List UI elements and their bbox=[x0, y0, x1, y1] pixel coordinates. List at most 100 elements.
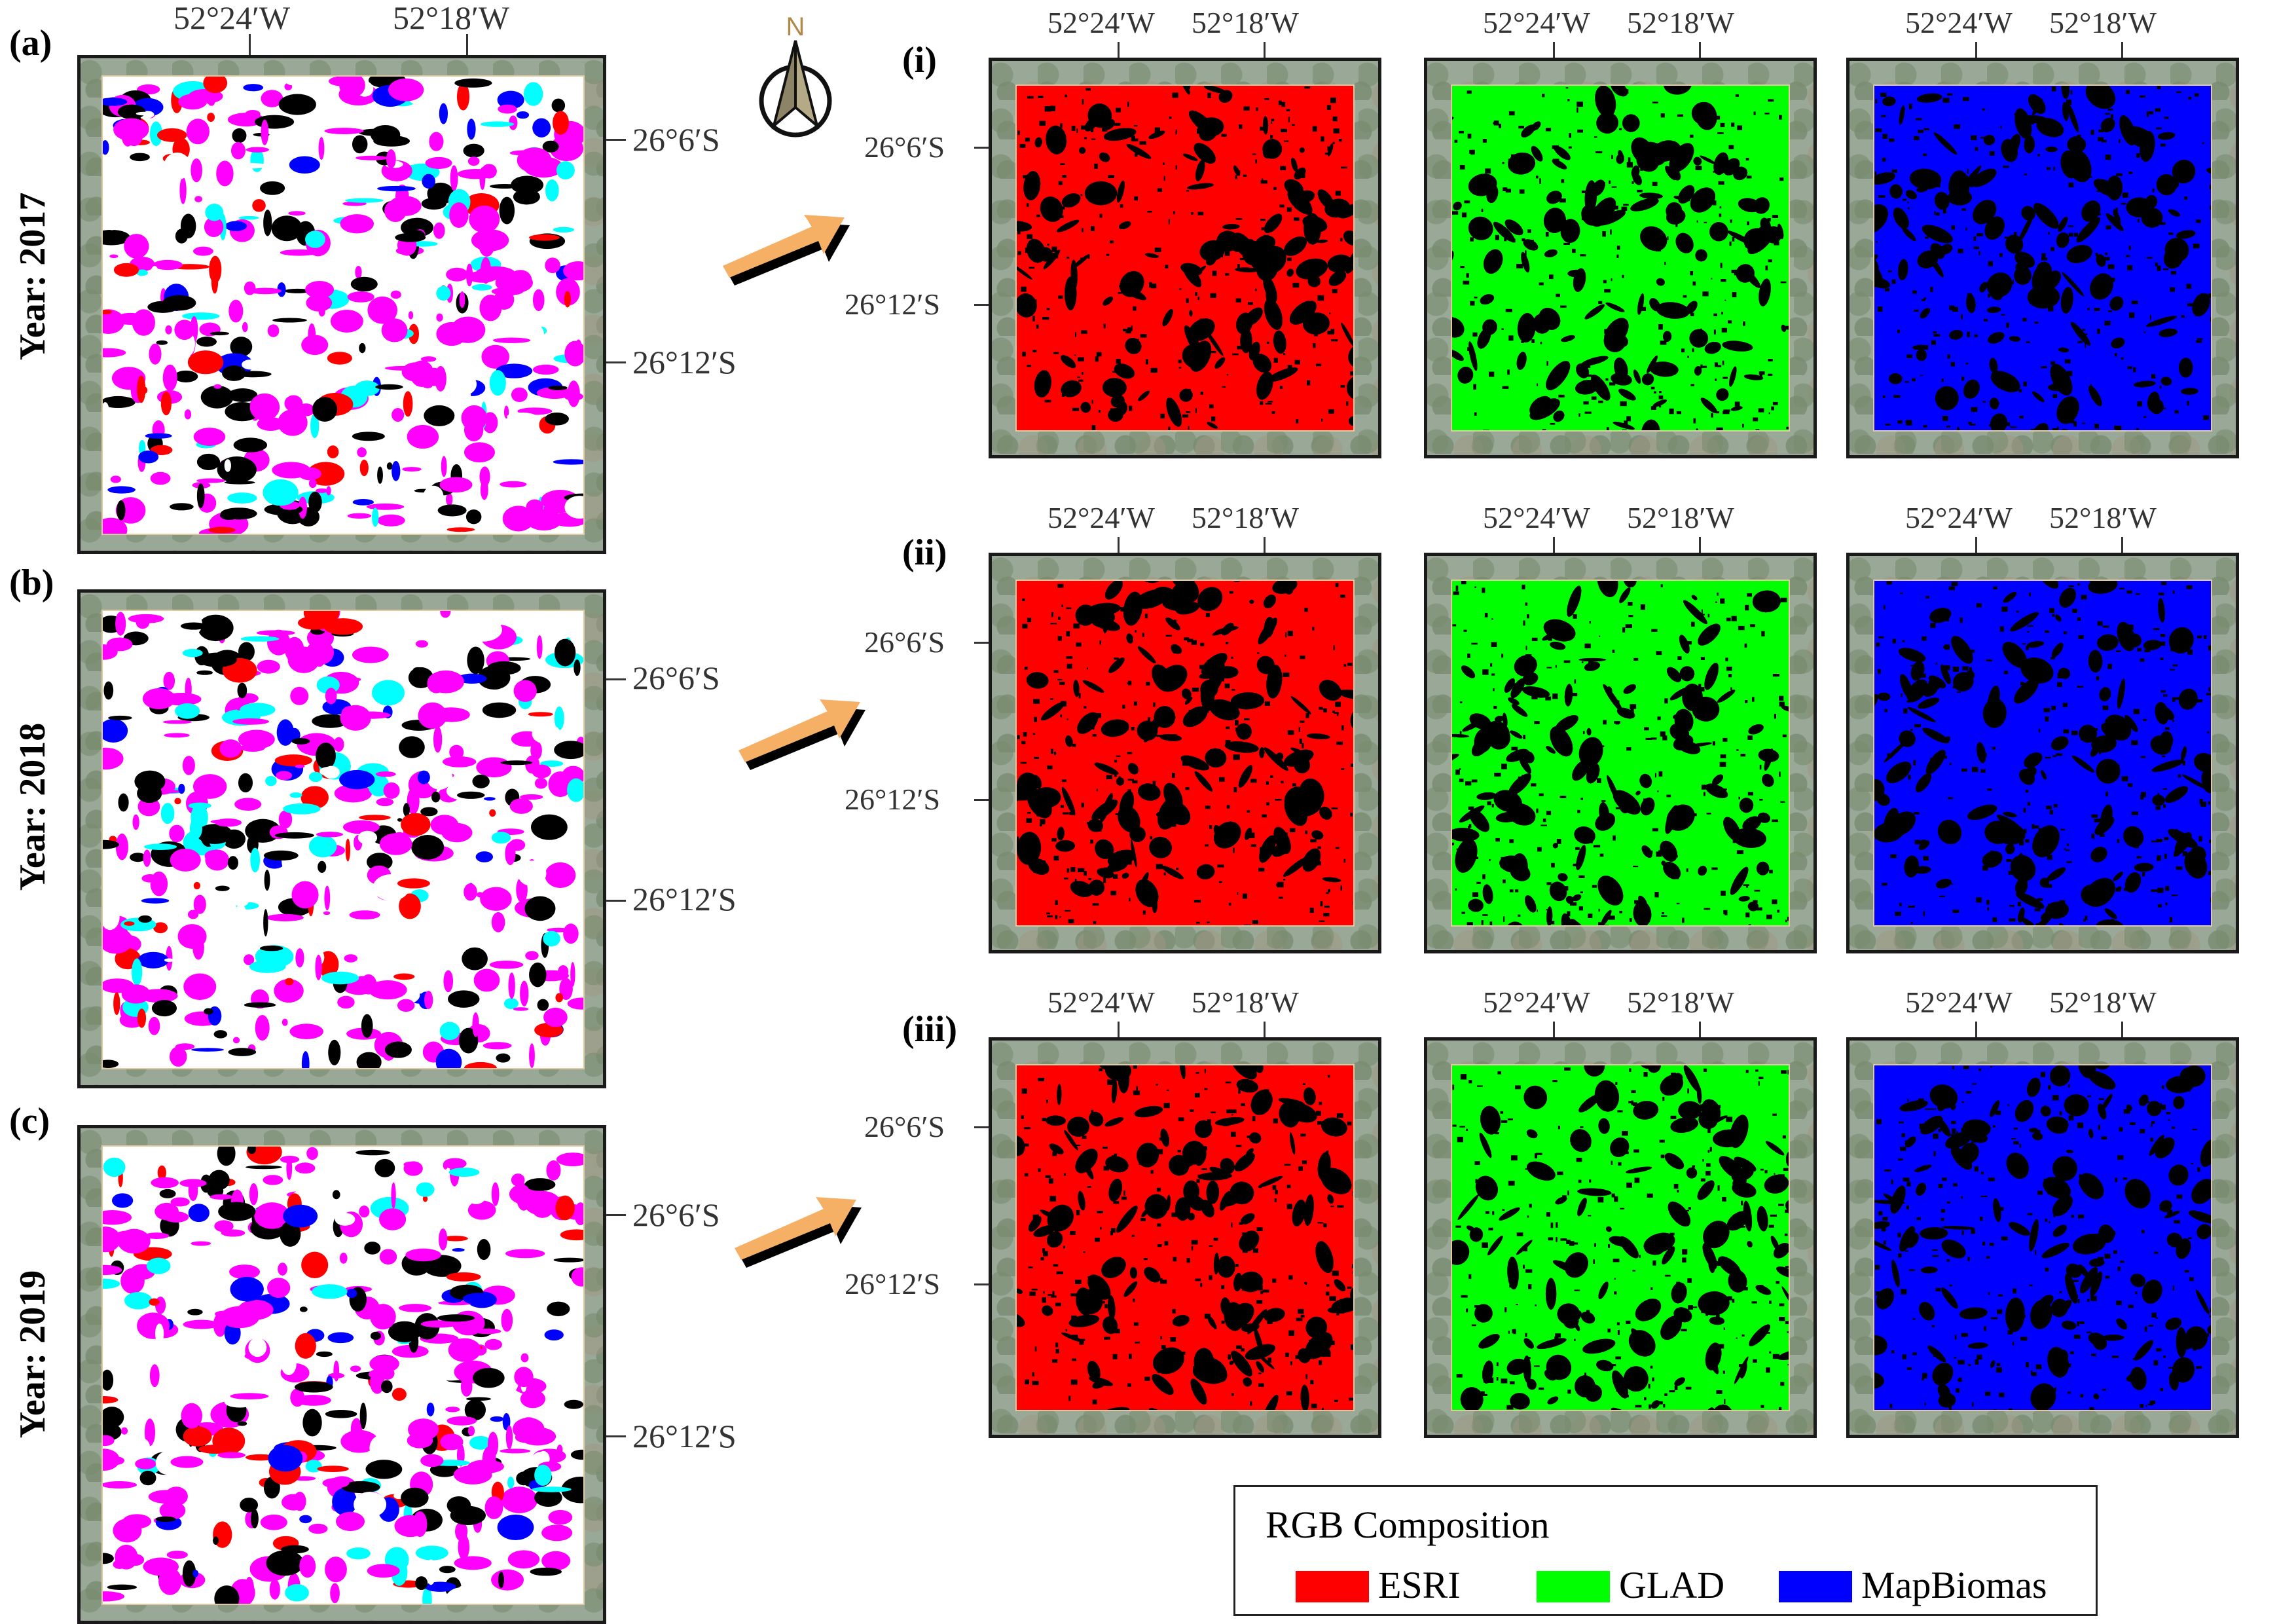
tick bbox=[1699, 1022, 1701, 1037]
esri-map-frame-2019 bbox=[989, 1037, 1381, 1438]
lon-label-52-24: 52°24′W bbox=[1905, 986, 2013, 1019]
tick bbox=[2121, 1022, 2123, 1037]
flow-arrow-icon bbox=[731, 1179, 875, 1270]
glad-map-frame-2018 bbox=[1424, 553, 1817, 953]
tick bbox=[1975, 1022, 1977, 1037]
legend: RGB Composition ESRI GLAD MapBiomas bbox=[1233, 1485, 2098, 1616]
glad-map-2018 bbox=[1451, 580, 1790, 927]
esri-map-frame-2017 bbox=[989, 58, 1381, 458]
tick bbox=[1118, 537, 1120, 553]
lat-label-26-6: 26°6′S bbox=[864, 625, 945, 659]
lon-label-52-18: 52°18′W bbox=[1627, 6, 1734, 39]
glad-map-2017 bbox=[1451, 84, 1790, 432]
north-label: N bbox=[786, 12, 805, 41]
lat-label-26-12: 26°12′S bbox=[845, 1267, 941, 1301]
lon-label-52-18: 52°18′W bbox=[1192, 6, 1299, 39]
legend-swatch-mapbiomas bbox=[1779, 1571, 1852, 1602]
tick bbox=[1553, 42, 1555, 58]
legend-title: RGB Composition bbox=[1266, 1504, 1550, 1546]
glad-map-2019 bbox=[1451, 1064, 1790, 1411]
lat-label-26-12-b: 26°12′S bbox=[632, 881, 737, 917]
tick bbox=[466, 34, 468, 55]
tick bbox=[606, 900, 626, 902]
lat-label-26-6-a: 26°6′S bbox=[632, 121, 720, 158]
lon-label-52-18: 52°18′W bbox=[1627, 501, 1734, 534]
flow-arrow-icon bbox=[719, 196, 863, 288]
lon-label-52-18: 52°18′W bbox=[2049, 6, 2157, 39]
tick bbox=[1264, 1022, 1266, 1037]
tick bbox=[1553, 1022, 1555, 1037]
lon-label-52-24: 52°24′W bbox=[1905, 501, 2013, 534]
tick bbox=[974, 147, 989, 149]
lon-label-52-24: 52°24′W bbox=[1483, 6, 1590, 39]
lon-label-52-18: 52°18′W bbox=[2049, 501, 2157, 534]
esri-map-2017 bbox=[1015, 84, 1355, 432]
lon-label-52-18: 52°18′W bbox=[1192, 986, 1299, 1019]
panel-label-a: (a) bbox=[9, 23, 52, 64]
glad-map-frame-2019 bbox=[1424, 1037, 1817, 1438]
esri-map-frame-2018 bbox=[989, 553, 1381, 953]
tick bbox=[1118, 42, 1120, 58]
composite-map-2018 bbox=[101, 610, 585, 1069]
tick bbox=[606, 678, 626, 680]
lon-label-52-24: 52°24′W bbox=[1483, 986, 1590, 1019]
tick bbox=[1975, 537, 1977, 553]
panel-label-b: (b) bbox=[9, 563, 54, 603]
tick bbox=[974, 304, 989, 306]
year-label-2017: Year: 2017 bbox=[12, 192, 53, 361]
lon-label-52-24: 52°24′W bbox=[1905, 6, 2013, 39]
legend-label-glad: GLAD bbox=[1619, 1564, 1725, 1606]
tick bbox=[974, 799, 989, 801]
lat-label-26-6-b: 26°6′S bbox=[632, 659, 720, 696]
tick bbox=[249, 34, 251, 55]
tick bbox=[1264, 537, 1266, 553]
tick bbox=[606, 361, 626, 363]
composite-map-frame-2019 bbox=[77, 1125, 606, 1624]
lat-label-26-6: 26°6′S bbox=[864, 1110, 945, 1143]
lon-label-52-18-a: 52°18′W bbox=[393, 0, 510, 36]
lat-label-26-12-a: 26°12′S bbox=[632, 344, 737, 380]
tick bbox=[2121, 42, 2123, 58]
composite-map-2017 bbox=[101, 75, 585, 535]
lon-label-52-18: 52°18′W bbox=[1627, 986, 1734, 1019]
lat-label-26-6: 26°6′S bbox=[864, 130, 945, 164]
glad-map-frame-2017 bbox=[1424, 58, 1817, 458]
panel-label-c: (c) bbox=[9, 1101, 50, 1141]
tick bbox=[974, 642, 989, 644]
esri-map-2019 bbox=[1015, 1064, 1355, 1411]
mapbiomas-map-frame-2018 bbox=[1846, 553, 2239, 953]
lon-label-52-24: 52°24′W bbox=[1048, 6, 1155, 39]
composite-map-frame-2017 bbox=[77, 55, 606, 554]
tick bbox=[606, 1435, 626, 1437]
tick bbox=[1118, 1022, 1120, 1037]
tick bbox=[974, 1126, 989, 1128]
panel-label-iii: (iii) bbox=[902, 1009, 957, 1050]
lon-label-52-24: 52°24′W bbox=[1483, 501, 1590, 534]
mapbiomas-map-2019 bbox=[1873, 1064, 2212, 1411]
panel-label-i: (i) bbox=[902, 40, 937, 81]
lat-label-26-12: 26°12′S bbox=[845, 783, 941, 816]
year-label-2018: Year: 2018 bbox=[12, 722, 53, 891]
lat-label-26-12: 26°12′S bbox=[845, 287, 941, 321]
flow-arrow-icon bbox=[735, 681, 879, 773]
legend-label-mapbiomas: MapBiomas bbox=[1861, 1564, 2047, 1606]
panel-label-ii: (ii) bbox=[902, 532, 947, 573]
lon-label-52-18: 52°18′W bbox=[2049, 986, 2157, 1019]
lon-label-52-24-a: 52°24′W bbox=[173, 0, 291, 36]
mapbiomas-map-2018 bbox=[1873, 580, 2212, 927]
legend-label-esri: ESRI bbox=[1378, 1564, 1461, 1606]
legend-swatch-glad bbox=[1537, 1571, 1610, 1602]
lon-label-52-18: 52°18′W bbox=[1192, 501, 1299, 534]
lon-label-52-24: 52°24′W bbox=[1048, 501, 1155, 534]
esri-map-2018 bbox=[1015, 580, 1355, 927]
lat-label-26-12-c: 26°12′S bbox=[632, 1418, 737, 1454]
lat-label-26-6-c: 26°6′S bbox=[632, 1196, 720, 1233]
tick bbox=[1553, 537, 1555, 553]
tick bbox=[1699, 537, 1701, 553]
tick bbox=[606, 139, 626, 141]
lon-label-52-24: 52°24′W bbox=[1048, 986, 1155, 1019]
tick bbox=[974, 1283, 989, 1285]
mapbiomas-map-frame-2017 bbox=[1846, 58, 2239, 458]
mapbiomas-map-frame-2019 bbox=[1846, 1037, 2239, 1438]
mapbiomas-map-2017 bbox=[1873, 84, 2212, 432]
